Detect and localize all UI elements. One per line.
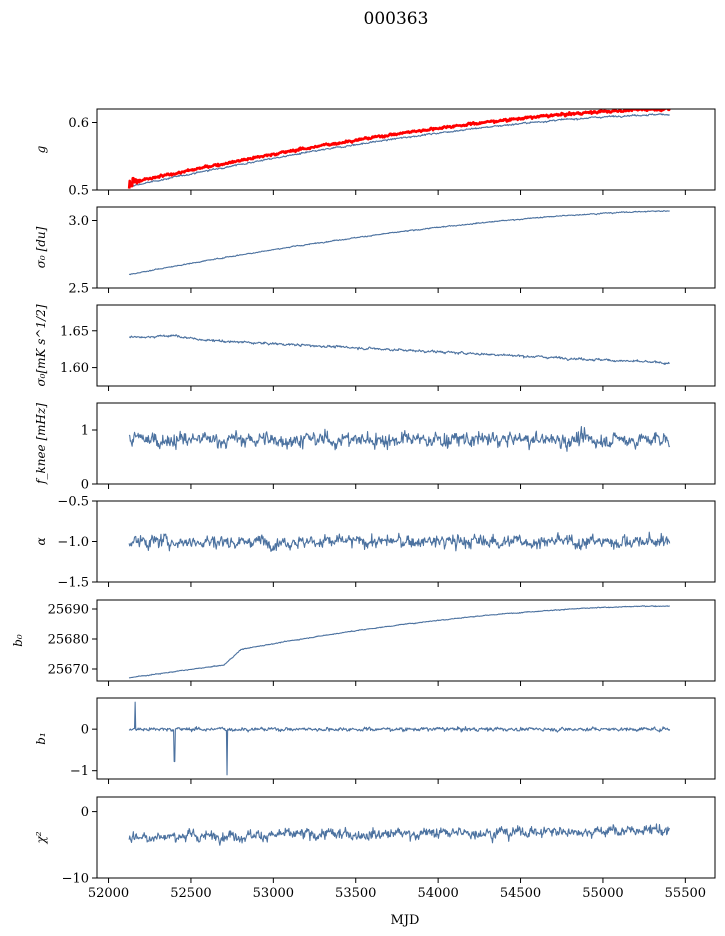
series-line-sigma0-mks-0 xyxy=(128,334,670,366)
x-tick-label: 52000 xyxy=(88,886,129,901)
x-axis-label: MJD xyxy=(391,913,420,928)
x-tick-label: 53000 xyxy=(253,886,294,901)
panel-g: 0.5 0.6 g xyxy=(34,108,716,199)
axes-frame-chi2 xyxy=(96,796,716,879)
y-tick-label-fknee: 1 xyxy=(81,424,89,439)
panel-chi2: −10 0 χ² 52000 52500 53000 53500 54000 54500 5500… xyxy=(34,796,716,901)
axes-frame-b0 xyxy=(96,599,716,682)
y-tick-label-alpha: −1.0 xyxy=(57,535,89,550)
y-tick-label-alpha: −1.5 xyxy=(57,576,89,591)
y-tick-label-b0: 25690 xyxy=(48,603,89,618)
panel-sigma0-mks: 1.60 1.65 σ₀[mK s^1/2] xyxy=(34,304,716,391)
series-line-chi2-0 xyxy=(128,823,671,846)
y-tick-label-fknee: 0 xyxy=(81,478,89,493)
y-tick-label-g: 0.6 xyxy=(68,116,89,131)
y-tick-label-chi2: −10 xyxy=(62,872,89,887)
x-tick-label: 54000 xyxy=(417,886,458,901)
series-line-b0-0 xyxy=(128,605,671,679)
x-tick-label: 54500 xyxy=(500,886,541,901)
y-tick-label-b0: 25670 xyxy=(48,663,89,678)
axes-frame-sigma0-du xyxy=(96,206,716,289)
panel-b1: −1 0 b₁ xyxy=(34,697,716,784)
series-line-fknee-0 xyxy=(128,425,671,452)
x-tick-label: 55500 xyxy=(665,886,706,901)
y-axis-label-b0: b₀ xyxy=(11,634,25,647)
y-tick-label-chi2: 0 xyxy=(81,805,89,820)
panel-b0: 25670 25680 25690 b₀ xyxy=(11,599,716,686)
y-axis-label-fknee: f_knee [mHz] xyxy=(34,403,48,485)
axes-frame-fknee xyxy=(96,402,716,485)
x-tick-label: 55000 xyxy=(582,886,623,901)
x-tick-label: 53500 xyxy=(335,886,376,901)
series-line-alpha-0 xyxy=(128,531,671,552)
y-tick-label-b1: −1 xyxy=(70,764,89,779)
figure-title: 000363 xyxy=(364,9,429,29)
y-tick-label-b0: 25680 xyxy=(48,633,89,648)
series-line-b1-0 xyxy=(128,701,671,776)
series-line-sigma0-du-0 xyxy=(128,210,670,276)
panel-alpha: −1.5 −1.0 −0.5 α xyxy=(34,495,716,591)
y-axis-label-sigma0-du: σ₀ [du] xyxy=(34,226,48,268)
panel-fknee: 0 1 f_knee [mHz] xyxy=(34,402,716,493)
series-line-g-1 xyxy=(127,109,671,189)
panel-sigma0-du: 2.5 3.0 σ₀ [du] xyxy=(34,206,716,297)
y-axis-label-b1: b₁ xyxy=(34,732,48,745)
y-tick-label-sigma0-mks: 1.60 xyxy=(60,361,89,376)
y-tick-label-alpha: −0.5 xyxy=(57,495,89,510)
y-axis-label-alpha: α xyxy=(34,537,48,545)
panels-group: 0.5 0.6 g 2.5 3.0 σ₀ [du] 1.60 1.65 σ₀[mK s^1/2]… xyxy=(11,108,716,901)
y-tick-label-b1: 0 xyxy=(81,723,89,738)
y-tick-label-sigma0-du: 2.5 xyxy=(68,282,89,297)
y-tick-label-sigma0-du: 3.0 xyxy=(68,214,89,229)
axes-frame-b1 xyxy=(96,697,716,780)
series-line-g-0 xyxy=(129,113,670,187)
y-axis-label-g: g xyxy=(34,145,48,153)
y-axis-label-chi2: χ² xyxy=(34,831,48,844)
y-tick-label-g: 0.5 xyxy=(68,184,89,199)
y-axis-label-sigma0-mks: σ₀[mK s^1/2] xyxy=(34,304,48,386)
axes-frame-sigma0-mks xyxy=(96,304,716,387)
y-tick-label-sigma0-mks: 1.65 xyxy=(60,324,89,339)
axes-frame-g xyxy=(96,108,716,191)
x-tick-label: 52500 xyxy=(170,886,211,901)
